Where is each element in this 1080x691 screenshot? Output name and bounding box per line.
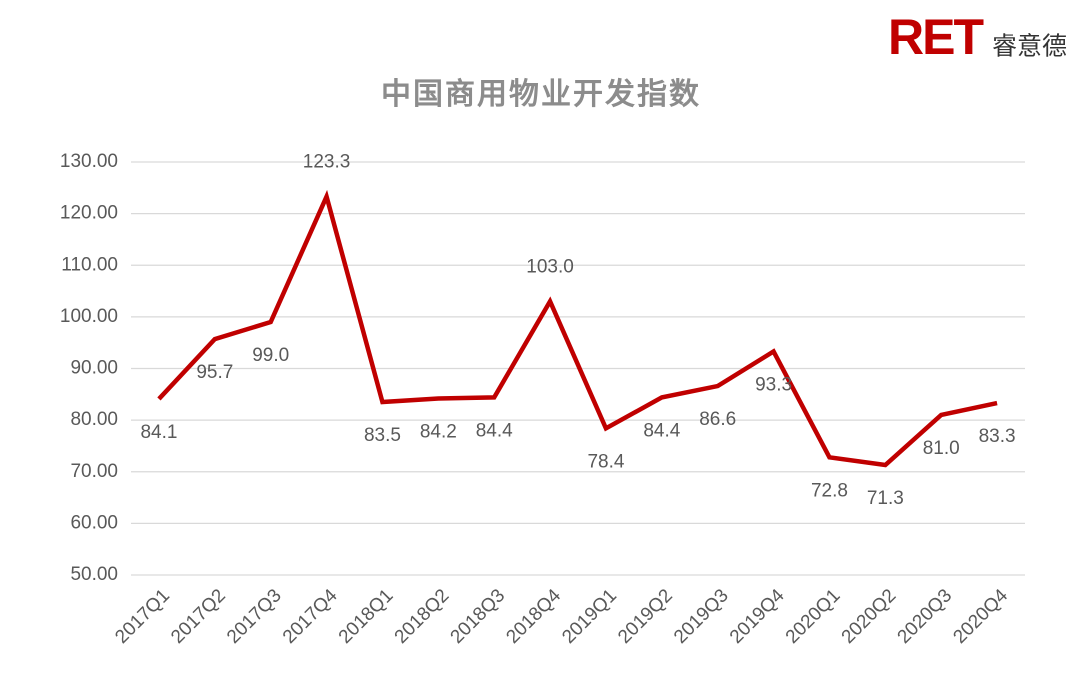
data-label: 81.0 [923,438,960,459]
y-tick-label: 110.00 [61,254,118,275]
x-tick-label: 2019Q4 [726,585,789,648]
y-tick-label: 50.00 [70,564,118,585]
chart-title: 中国商用物业开发指数 [381,77,701,112]
data-label: 99.0 [252,345,289,366]
data-label: 83.3 [979,426,1016,447]
data-label: 84.1 [140,422,177,443]
line [157,189,998,468]
x-tick-label: 2018Q3 [447,585,510,648]
x-tick-label: 2018Q4 [502,585,565,648]
y-tick-label: 130.00 [60,151,118,172]
x-tick-label: 2020Q3 [894,585,957,648]
x-tick-label: 2020Q2 [838,585,901,648]
x-tick-label: 2020Q1 [782,585,845,648]
y-tick-label: 80.00 [70,409,118,430]
y-tick-label: 100.00 [60,306,118,327]
x-tick-label: 2017Q3 [223,585,286,648]
data-label: 84.2 [420,421,457,442]
x-tick-label: 2020Q4 [949,585,1012,648]
y-tick-label: 70.00 [70,461,118,482]
y-tick-label: 60.00 [70,512,118,533]
data-label: 71.3 [867,488,904,509]
x-tick-label: 2019Q2 [614,585,677,648]
data-label: 84.4 [476,420,513,441]
logo-name: 睿意德 [992,33,1067,61]
x-tick-label: 2017Q4 [279,585,342,648]
x-tick-label: 2019Q1 [558,585,621,648]
data-label: 103.0 [526,256,574,277]
data-label: 93.3 [755,374,792,395]
data-label: 95.7 [196,362,233,383]
x-tick-label: 2017Q2 [167,585,230,648]
x-tick-label: 2018Q1 [335,585,398,648]
data-label: 86.6 [699,409,736,430]
data-label: 83.5 [364,425,401,446]
y-tick-label: 90.00 [70,358,118,379]
x-tick-label: 2019Q3 [670,585,733,648]
data-label: 78.4 [587,451,624,472]
data-label: 84.4 [643,420,680,441]
data-label: 123.3 [303,152,351,173]
data-label: 72.8 [811,480,848,501]
x-tick-label: 2018Q2 [391,585,454,648]
logo-mark: RET [888,9,983,65]
y-tick-label: 120.00 [60,203,118,224]
x-tick-label: 2017Q1 [111,585,174,648]
